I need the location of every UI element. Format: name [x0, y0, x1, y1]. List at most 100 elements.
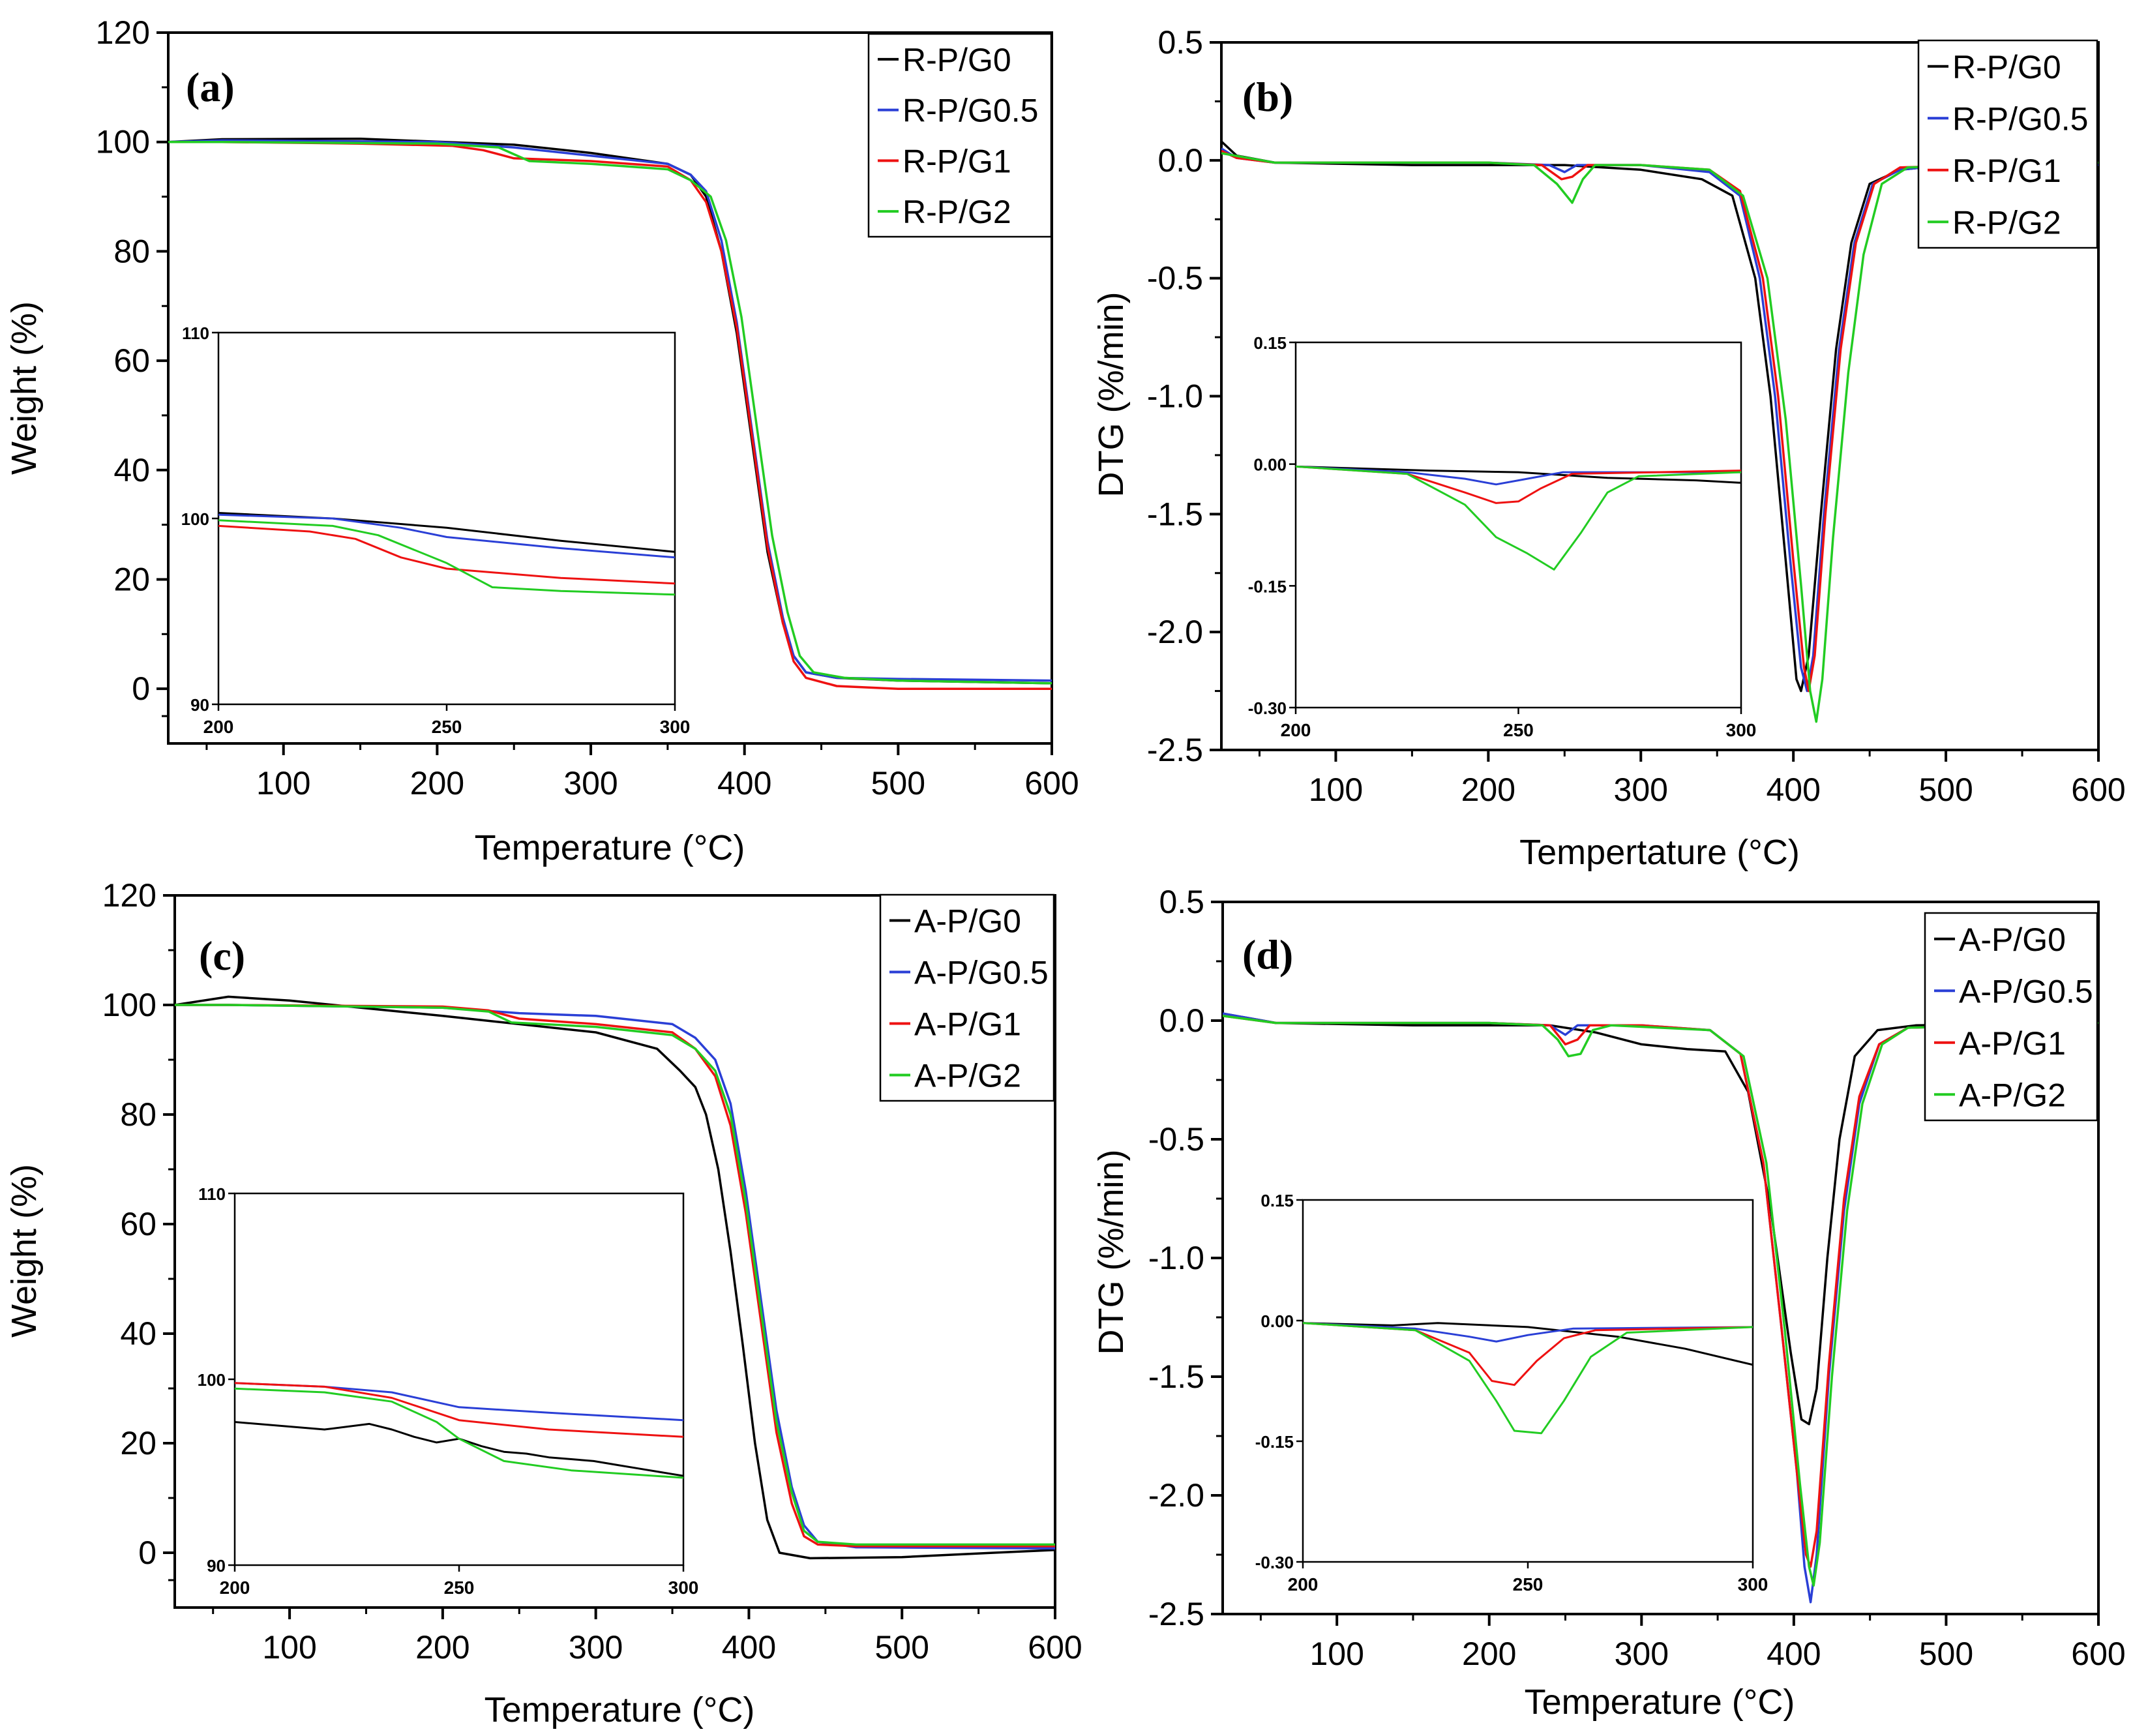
x-tick-label: 500 — [1919, 1636, 1973, 1672]
legend-box — [1924, 912, 2098, 1122]
legend-entry: A-P/G0 — [914, 903, 1021, 940]
legend-entry: A-P/G1 — [914, 1006, 1021, 1043]
y-tick-label: -1.5 — [1147, 496, 1203, 532]
inset-series-line — [1303, 1322, 1753, 1366]
y-tick-label: 0.5 — [1157, 24, 1203, 61]
inset-frame — [1294, 341, 1742, 709]
y-tick-label: 0.0 — [1157, 142, 1203, 179]
x-tick-label: 600 — [2071, 771, 2125, 808]
inset-series-line — [235, 1382, 683, 1438]
x-tick-label: 400 — [722, 1629, 776, 1666]
inset-x-tick-label: 200 — [203, 717, 234, 737]
panel-d: 100 200 300 400 500 600 -2.5 -2.0 -1.5 -1.0 -0.5 0.… — [1092, 884, 2126, 1722]
y-axis-title: Weight (%) — [5, 1164, 44, 1338]
series-line-r-p-g0-5 — [168, 139, 1052, 682]
x-tick-label: 600 — [1028, 1629, 1082, 1666]
inset-x-tick-label: 250 — [1503, 720, 1534, 740]
inset-y-tick-label: 90 — [207, 1556, 226, 1576]
x-tick-label: 400 — [1766, 771, 1820, 808]
legend-box — [867, 33, 1052, 238]
inset-series-line — [1296, 465, 1741, 486]
inset-x-tick-label: 200 — [1288, 1574, 1319, 1594]
inset-series-line — [1296, 465, 1741, 504]
inset-d: 200 250 300 -0.30 -0.15 0.00 0.15 — [1255, 1191, 1768, 1594]
series-line-r-p-g2 — [1221, 152, 2098, 723]
panel-a: 100 200 300 400 500 600 0 20 40 60 80 100 120 Tempera… — [5, 14, 1079, 867]
inset-x-tick-label: 250 — [432, 717, 462, 737]
x-tick-label: 200 — [415, 1629, 470, 1666]
series-line-a-p-g2 — [175, 1004, 1055, 1546]
x-tick-label: 600 — [2071, 1636, 2125, 1672]
y-tick-label: -2.0 — [1147, 614, 1203, 650]
inset-x-tick-label: 250 — [444, 1578, 475, 1598]
y-tick-label: 0 — [132, 670, 150, 707]
inset-x-tick-label: 200 — [1281, 720, 1311, 740]
legend-entry: A-P/G2 — [1959, 1077, 2066, 1113]
legend-entry: A-P/G0 — [1959, 921, 2066, 958]
legend-entry: R-P/G0 — [1952, 49, 2061, 85]
x-tick-label: 100 — [256, 765, 310, 801]
inset-y-tick-label: -0.30 — [1255, 1553, 1294, 1572]
series-line-a-p-g2 — [1223, 1014, 2098, 1587]
inset-x-tick-label: 300 — [668, 1578, 699, 1598]
panel-label: (b) — [1242, 74, 1293, 120]
y-axis-title: Weight (%) — [5, 301, 44, 475]
panel-label: (d) — [1242, 931, 1293, 978]
inset-y-tick-label: 110 — [198, 1184, 226, 1204]
x-tick-label: 300 — [1615, 1636, 1669, 1672]
y-tick-label: 20 — [113, 561, 150, 597]
plot-frame — [173, 894, 1056, 1609]
y-tick-label: 40 — [120, 1315, 157, 1352]
y-tick-label: 100 — [102, 987, 157, 1023]
y-tick-label: -2.5 — [1148, 1596, 1204, 1632]
x-axis-title: Temperature (°C) — [485, 1690, 755, 1729]
legend-entry: A-P/G0.5 — [1959, 973, 2093, 1010]
inset-y-tick-label: 110 — [182, 323, 209, 343]
y-axis-title: DTG (%/min) — [1092, 1150, 1131, 1355]
x-tick-label: 200 — [410, 765, 464, 801]
inset-x-tick-label: 300 — [660, 717, 691, 737]
y-tick-label: 80 — [120, 1096, 157, 1133]
y-tick-label: 120 — [96, 14, 150, 51]
y-tick-label: 20 — [120, 1425, 157, 1461]
inset-frame — [217, 331, 676, 706]
inset-series-line — [218, 513, 675, 559]
x-tick-label: 300 — [1614, 771, 1668, 808]
y-tick-label: -0.5 — [1148, 1121, 1204, 1158]
inset-series-line — [1296, 465, 1741, 571]
inset-series-line — [1303, 1322, 1753, 1386]
inset-series-line — [1296, 465, 1741, 484]
legend-entry: A-P/G2 — [914, 1058, 1021, 1094]
plot-frame — [167, 31, 1053, 745]
x-tick-label: 100 — [1309, 771, 1363, 808]
legend-entry: R-P/G1 — [1952, 153, 2061, 189]
legend-entry: R-P/G2 — [902, 194, 1011, 230]
series-line-a-p-g0 — [175, 995, 1055, 1560]
y-tick-label: -2.5 — [1147, 732, 1203, 768]
y-axis-title: DTG (%/min) — [1092, 292, 1131, 498]
x-tick-label: 300 — [563, 765, 618, 801]
y-tick-label: -1.0 — [1148, 1240, 1204, 1276]
inset-y-tick-label: 100 — [181, 509, 209, 529]
inset-y-tick-label: -0.30 — [1248, 698, 1287, 718]
inset-series-line — [1303, 1322, 1753, 1343]
legend-entry: R-P/G1 — [902, 143, 1011, 179]
inset-b: 200 250 300 -0.30 -0.15 0.00 0.15 — [1248, 333, 1757, 740]
y-tick-label: 60 — [120, 1206, 157, 1242]
legend-entry: R-P/G0.5 — [1952, 100, 2088, 137]
y-tick-label: 0.0 — [1159, 1002, 1204, 1039]
legend-box — [879, 893, 1055, 1102]
series-line-a-p-g0 — [1223, 1012, 2098, 1426]
x-tick-label: 600 — [1024, 765, 1079, 801]
y-tick-label: 0.5 — [1159, 884, 1204, 920]
inset-y-tick-label: 0.15 — [1260, 1191, 1294, 1210]
inset-y-tick-label: 0.00 — [1260, 1311, 1294, 1331]
y-tick-label: 120 — [102, 877, 157, 914]
inset-series-line — [1303, 1322, 1753, 1435]
inset-y-tick-label: 100 — [198, 1370, 226, 1390]
inset-frame — [233, 1192, 685, 1566]
x-tick-label: 400 — [717, 765, 771, 801]
inset-c: 200 250 300 90 100 110 — [198, 1184, 699, 1598]
legend-entry: A-P/G1 — [1959, 1025, 2066, 1062]
